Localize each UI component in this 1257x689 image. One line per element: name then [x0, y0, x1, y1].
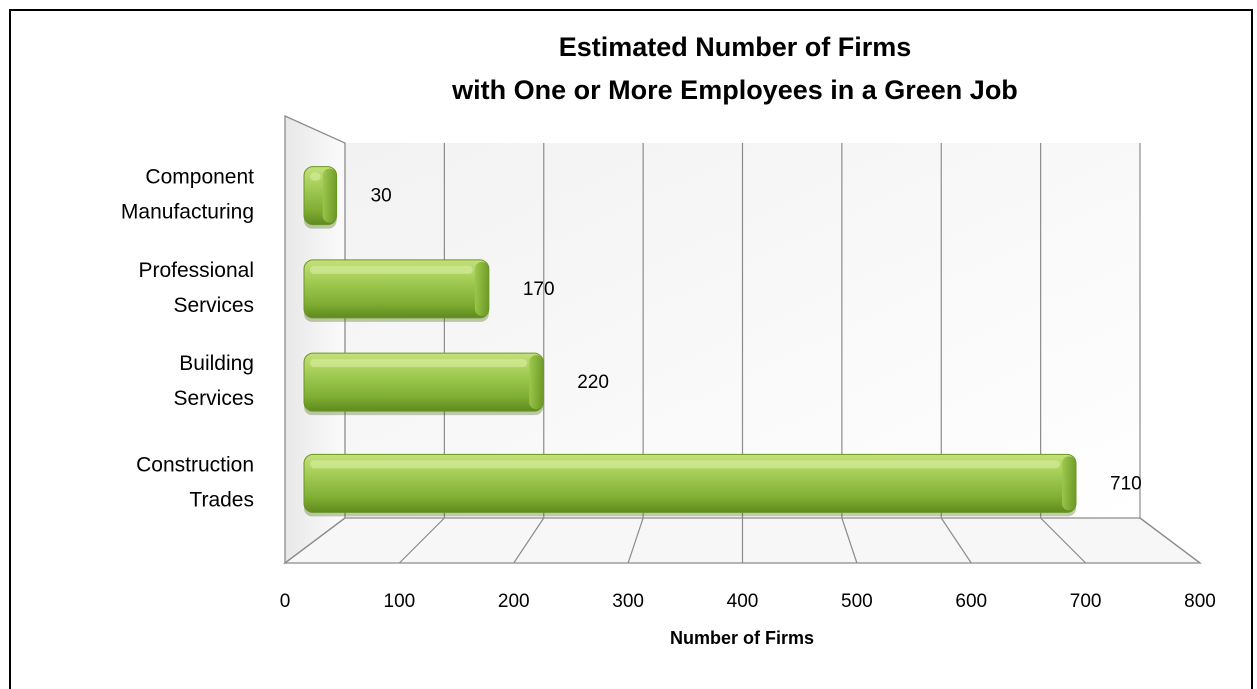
bar-highlight — [310, 460, 1060, 469]
data-label: 220 — [577, 372, 609, 393]
category-label: Trades — [189, 488, 254, 511]
x-tick-label: 400 — [727, 591, 759, 612]
category-label: Services — [173, 387, 254, 410]
bar-end-cap — [474, 261, 489, 316]
floor-gridline — [627, 517, 644, 564]
x-tick-label: 300 — [612, 591, 644, 612]
floor-gridline — [284, 517, 346, 564]
floor-gridline — [513, 517, 545, 564]
chart-frame — [9, 9, 1253, 689]
category-label: Professional — [138, 259, 254, 282]
floor-gridline — [1139, 517, 1201, 564]
x-tick-label: 200 — [498, 591, 530, 612]
category-label: Manufacturing — [121, 201, 254, 224]
category-label: Building — [179, 352, 254, 375]
bar-end-cap — [322, 168, 337, 223]
floor-gridline — [841, 517, 858, 564]
data-label: 170 — [523, 279, 555, 300]
x-tick-label: 800 — [1184, 591, 1216, 612]
category-label: Services — [173, 294, 254, 317]
data-label: 710 — [1110, 473, 1142, 494]
x-tick-label: 100 — [384, 591, 416, 612]
x-axis-label: Number of Firms — [670, 628, 814, 648]
x-tick-label: 500 — [841, 591, 873, 612]
bar — [303, 352, 544, 412]
bar-end-cap — [1062, 456, 1076, 511]
chart-title-line-2: with One or More Employees in a Green Jo… — [451, 75, 1018, 105]
bar-highlight — [310, 265, 473, 274]
bar — [303, 259, 490, 319]
chart-title-line-1: Estimated Number of Firms — [559, 32, 912, 62]
x-tick-label: 600 — [955, 591, 987, 612]
x-tick-label: 700 — [1070, 591, 1102, 612]
category-label: Component — [145, 166, 254, 189]
floor-gridline — [1040, 517, 1087, 564]
plot-area: 0 100 200 300 400 500 600 700 800 30 Component Manu… — [121, 114, 1216, 612]
bar-highlight — [310, 359, 528, 368]
x-tick-label: 0 — [280, 591, 291, 612]
floor-gridline — [940, 517, 972, 564]
bar-end-cap — [529, 355, 544, 410]
category-label: Construction — [136, 453, 254, 476]
floor-gridline — [398, 517, 445, 564]
bar-highlight — [310, 172, 321, 181]
data-label: 30 — [371, 186, 392, 207]
